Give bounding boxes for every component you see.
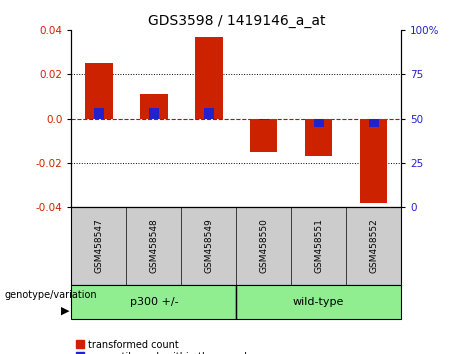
Text: GSM458550: GSM458550	[259, 218, 268, 274]
Bar	[140, 94, 168, 119]
Bar	[149, 108, 159, 119]
Text: GSM458551: GSM458551	[314, 218, 323, 274]
Bar	[195, 37, 223, 119]
Text: genotype/variation: genotype/variation	[5, 290, 97, 300]
Text: GSM458549: GSM458549	[204, 219, 213, 273]
Legend: transformed count, percentile rank within the sample: transformed count, percentile rank withi…	[77, 339, 253, 354]
Text: p300 +/-: p300 +/-	[130, 297, 178, 307]
Bar	[259, 119, 269, 120]
Text: GSM458547: GSM458547	[95, 219, 103, 273]
Bar	[314, 119, 324, 127]
Text: GSM458552: GSM458552	[369, 219, 378, 273]
Bar	[85, 63, 112, 119]
Text: GSM458548: GSM458548	[149, 219, 159, 273]
Title: GDS3598 / 1419146_a_at: GDS3598 / 1419146_a_at	[148, 14, 325, 28]
Bar	[71, 285, 236, 319]
Bar	[360, 119, 387, 202]
Bar	[236, 285, 401, 319]
Bar	[204, 108, 214, 119]
Bar	[369, 119, 378, 127]
Text: wild-type: wild-type	[293, 297, 344, 307]
Bar	[305, 119, 332, 156]
Text: ▶: ▶	[61, 306, 69, 316]
Bar	[94, 108, 104, 119]
Bar	[250, 119, 278, 152]
